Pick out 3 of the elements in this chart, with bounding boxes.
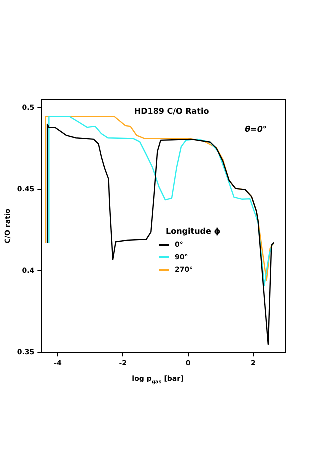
legend-title: Longitude ϕ [166, 227, 221, 236]
annotation: θ=0° [245, 125, 267, 134]
text: HD189 C/O Ratio [134, 107, 210, 116]
